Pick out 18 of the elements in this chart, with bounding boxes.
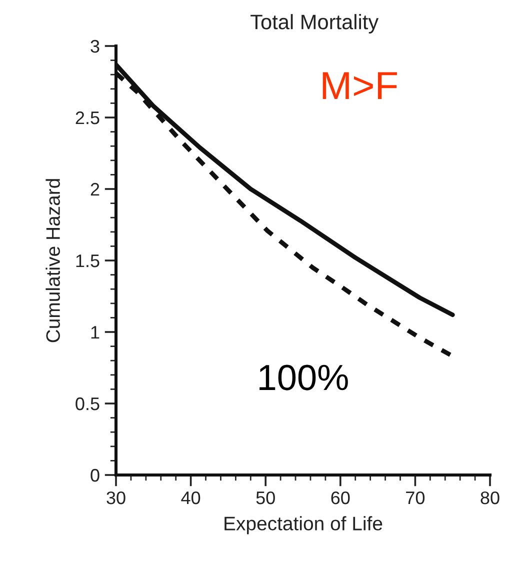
y-tick-label: 1 [91, 326, 100, 339]
y-tick-label: 0.5 [76, 397, 100, 410]
x-tick-label: 30 [106, 491, 126, 504]
chart-title: Total Mortality [250, 14, 379, 34]
annotation: 100% [260, 364, 348, 390]
x-tick-label: 50 [256, 491, 275, 504]
x-tick-label: 40 [181, 491, 200, 504]
x-tick-label: 70 [406, 491, 425, 504]
y-tick-label: 0 [90, 468, 100, 482]
y-tick-label: 2.5 [76, 111, 100, 124]
x-tick-label: 80 [480, 491, 500, 504]
x-tick-label: 60 [331, 491, 350, 504]
x-axis-title: Expectation of Life [224, 516, 382, 534]
y-tick-label: 1.5 [76, 254, 100, 268]
y-tick-label: 3 [90, 40, 100, 53]
y-axis-title: Cumulative Hazard [46, 179, 60, 342]
annotation: M>F [322, 72, 397, 99]
y-tick-label: 2 [90, 182, 100, 196]
